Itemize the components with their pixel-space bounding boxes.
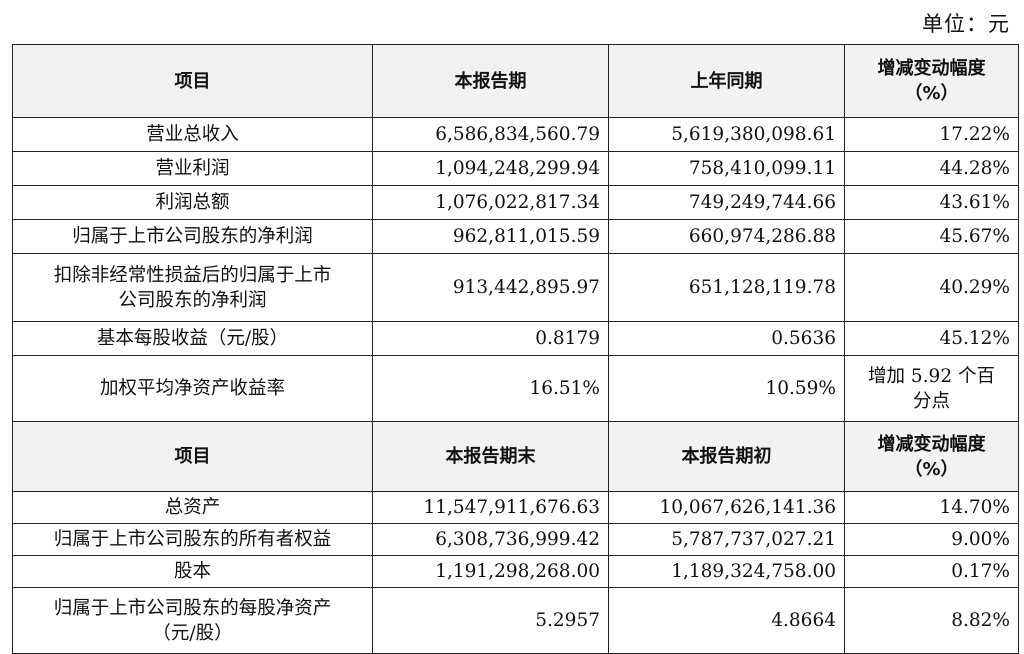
financial-summary-table: 项目 本报告期 上年同期 增减变动幅度 （%） 营业总收入 6,586,834,… [12, 44, 1019, 654]
row-item: 归属于上市公司股东的净利润 [12, 219, 373, 254]
row-prior: 5,619,380,098.61 [608, 117, 845, 152]
row-change: 增加 5.92 个百 分点 [844, 355, 1019, 422]
row-prior: 749,249,744.66 [608, 185, 845, 220]
row-prior: 4.8664 [608, 587, 845, 654]
table-row: 基本每股收益（元/股） 0.8179 0.5636 45.12% [12, 321, 1019, 356]
table-row: 加权平均净资产收益率 16.51% 10.59% 增加 5.92 个百 分点 [12, 355, 1019, 422]
table-row: 归属于上市公司股东的所有者权益 6,308,736,999.42 5,787,7… [12, 523, 1019, 556]
table-row: 营业总收入 6,586,834,560.79 5,619,380,098.61 … [12, 117, 1019, 152]
row-item-line1: 扣除非经常性损益后的归属于上市 [53, 264, 332, 286]
row-change: 44.28% [844, 151, 1019, 186]
row-current: 962,811,015.59 [372, 219, 609, 254]
row-change: 14.70% [844, 491, 1019, 524]
row-current: 6,308,736,999.42 [372, 523, 609, 556]
table-row: 股本 1,191,298,268.00 1,189,324,758.00 0.1… [12, 555, 1019, 588]
row-item: 扣除非经常性损益后的归属于上市 公司股东的净利润 [12, 253, 373, 322]
row-change: 9.00% [844, 523, 1019, 556]
row-item: 利润总额 [12, 185, 373, 220]
table-row: 营业利润 1,094,248,299.94 758,410,099.11 44.… [12, 151, 1019, 186]
row-prior: 651,128,119.78 [608, 253, 845, 322]
header-change-line1: 增减变动幅度 [877, 433, 986, 455]
table-row: 归属于上市公司股东的净利润 962,811,015.59 660,974,286… [12, 219, 1019, 254]
row-change: 40.29% [844, 253, 1019, 322]
row-change: 8.82% [844, 587, 1019, 654]
table-row: 归属于上市公司股东的每股净资产 （元/股） 5.2957 4.8664 8.82… [12, 587, 1019, 654]
header-current-period: 本报告期 [372, 44, 609, 118]
row-item: 加权平均净资产收益率 [12, 355, 373, 422]
row-change-line2: 分点 [912, 390, 950, 412]
row-prior: 0.5636 [608, 321, 845, 356]
unit-label: 单位：元 [922, 12, 1010, 36]
table-row: 利润总额 1,076,022,817.34 749,249,744.66 43.… [12, 185, 1019, 220]
row-current: 0.8179 [372, 321, 609, 356]
row-prior: 10.59% [608, 355, 845, 422]
row-item: 营业总收入 [12, 117, 373, 152]
row-current: 16.51% [372, 355, 609, 422]
row-prior: 758,410,099.11 [608, 151, 845, 186]
row-item: 总资产 [12, 491, 373, 524]
row-change: 17.22% [844, 117, 1019, 152]
row-item: 归属于上市公司股东的所有者权益 [12, 523, 373, 556]
header-row: 项目 本报告期 上年同期 增减变动幅度 （%） [12, 44, 1019, 118]
row-current: 1,076,022,817.34 [372, 185, 609, 220]
header-item: 项目 [12, 421, 373, 492]
row-prior: 660,974,286.88 [608, 219, 845, 254]
row-change: 0.17% [844, 555, 1019, 588]
row-current: 1,094,248,299.94 [372, 151, 609, 186]
row-current: 913,442,895.97 [372, 253, 609, 322]
row-change-line1: 增加 5.92 个百 [868, 365, 995, 387]
row-change: 43.61% [844, 185, 1019, 220]
row-item-line2: （元/股） [152, 622, 233, 644]
row-item-line1: 归属于上市公司股东的每股净资产 [53, 597, 332, 619]
row-prior: 1,189,324,758.00 [608, 555, 845, 588]
row-prior: 10,067,626,141.36 [608, 491, 845, 524]
row-current: 11,547,911,676.63 [372, 491, 609, 524]
row-change: 45.12% [844, 321, 1019, 356]
row-item: 营业利润 [12, 151, 373, 186]
table-row: 扣除非经常性损益后的归属于上市 公司股东的净利润 913,442,895.97 … [12, 253, 1019, 322]
row-item-line2: 公司股东的净利润 [118, 289, 267, 311]
header-row: 项目 本报告期末 本报告期初 增减变动幅度 （%） [12, 421, 1019, 492]
header-change: 增减变动幅度 （%） [844, 421, 1019, 492]
header-period-start: 本报告期初 [608, 421, 845, 492]
header-change-line2: （%） [904, 83, 959, 104]
row-item: 基本每股收益（元/股） [12, 321, 373, 356]
header-change: 增减变动幅度 （%） [844, 44, 1019, 118]
row-current: 5.2957 [372, 587, 609, 654]
header-prior-period: 上年同期 [608, 44, 845, 118]
row-item: 股本 [12, 555, 373, 588]
row-current: 6,586,834,560.79 [372, 117, 609, 152]
header-change-line1: 增减变动幅度 [877, 58, 986, 79]
row-change: 45.67% [844, 219, 1019, 254]
table-row: 总资产 11,547,911,676.63 10,067,626,141.36 … [12, 491, 1019, 524]
header-change-line2: （%） [904, 458, 959, 480]
header-item: 项目 [12, 44, 373, 118]
row-item: 归属于上市公司股东的每股净资产 （元/股） [12, 587, 373, 654]
row-current: 1,191,298,268.00 [372, 555, 609, 588]
header-period-end: 本报告期末 [372, 421, 609, 492]
row-prior: 5,787,737,027.21 [608, 523, 845, 556]
